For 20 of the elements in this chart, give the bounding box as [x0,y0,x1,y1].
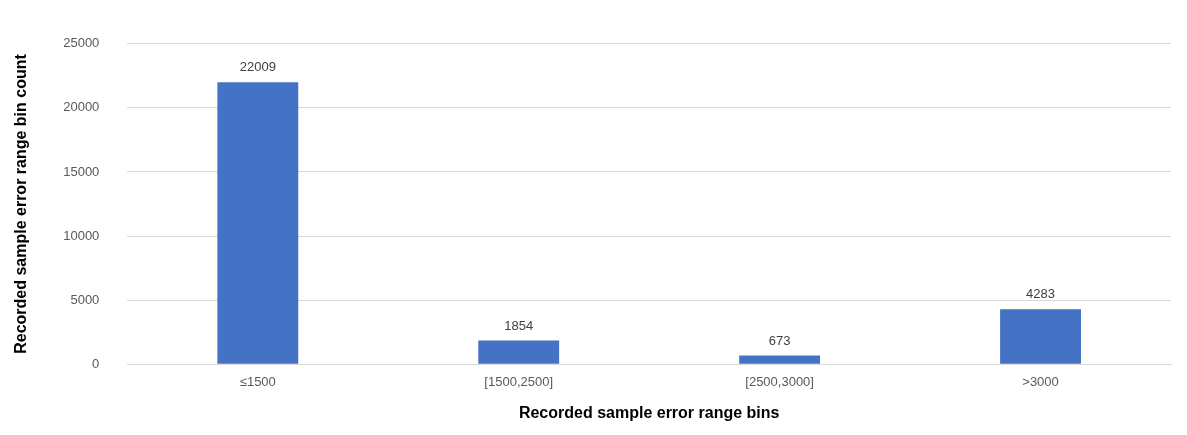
bar [1000,309,1081,364]
data-label: 673 [768,332,791,348]
y-tick-label: 15000 [63,163,100,179]
y-tick-label: 20000 [63,99,100,115]
data-label: 4283 [1026,286,1055,302]
bar [739,355,821,364]
y-tick-label: 25000 [63,35,100,51]
data-label: 22009 [239,59,276,75]
x-axis-title: Recorded sample error range bins [518,403,780,421]
y-tick-label: 0 [92,355,100,371]
x-tick-label: [1500,2500] [484,373,554,389]
data-label: 1854 [504,317,534,333]
y-tick-label: 5000 [70,291,100,307]
y-tick-label: 10000 [63,227,100,243]
x-tick-label: [2500,3000] [745,373,814,389]
x-tick-label: >3000 [1022,373,1059,389]
bar [217,82,299,364]
bar [478,340,560,364]
x-tick-label: ≤1500 [239,373,276,389]
y-axis-title: Recorded sample error range bin count [12,53,30,354]
